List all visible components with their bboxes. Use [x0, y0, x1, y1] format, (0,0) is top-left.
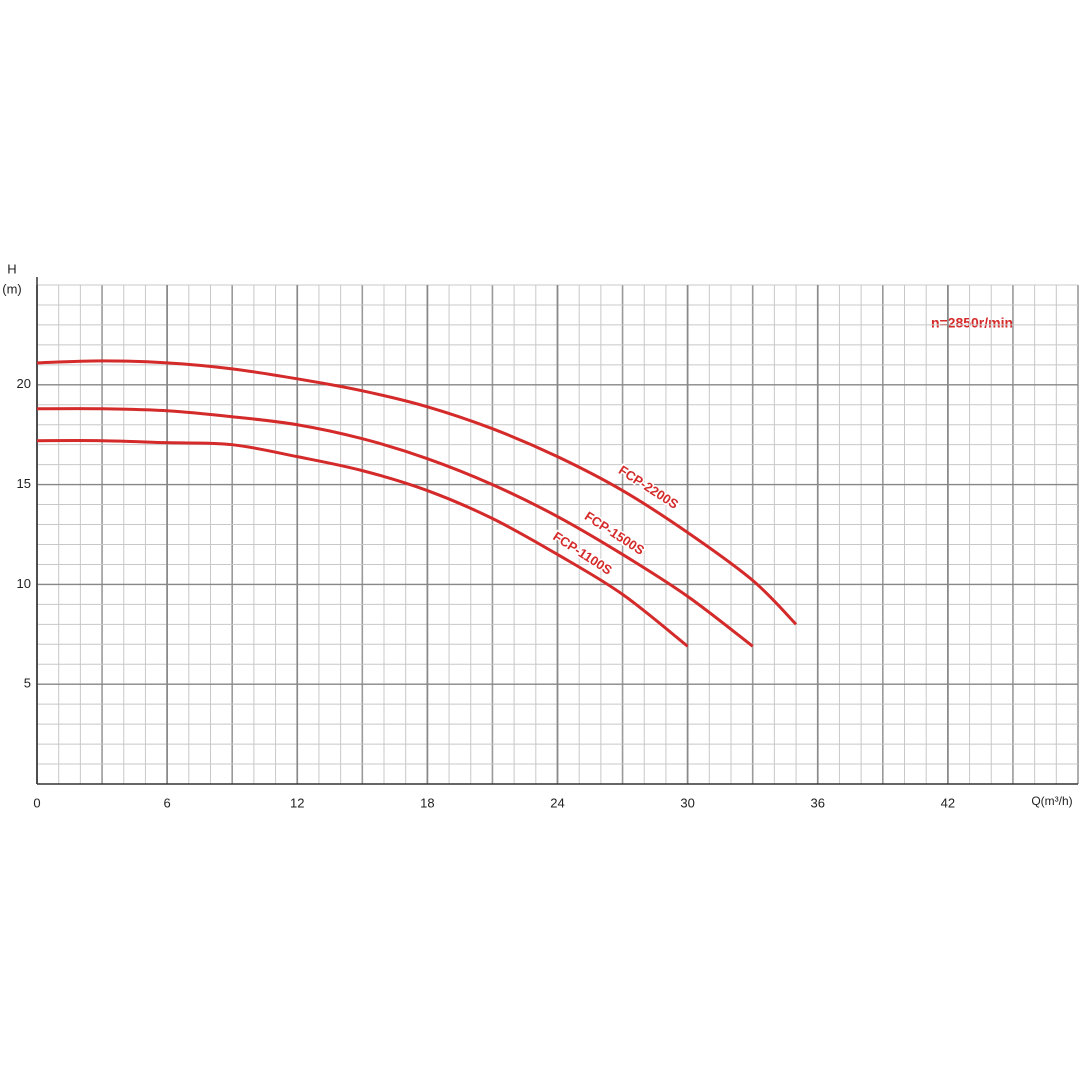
y-tick-label: 10	[17, 576, 31, 591]
curve	[36, 359, 798, 626]
y-axis-label: (m)	[2, 281, 22, 296]
y-tick-label: 15	[17, 476, 31, 491]
x-tick-label: 30	[680, 795, 694, 810]
y-tick-label: 5	[24, 676, 31, 691]
x-tick-label: 12	[290, 795, 304, 810]
curve	[36, 407, 754, 648]
x-tick-label: 0	[33, 795, 40, 810]
y-tick-label: 20	[17, 376, 31, 391]
x-tick-label: 42	[941, 795, 955, 810]
x-tick-label: 6	[164, 795, 171, 810]
x-tick-label: 24	[550, 795, 564, 810]
curve	[36, 439, 689, 648]
x-axis-label: Q(m³/h)	[1031, 794, 1072, 808]
x-tick-label: 36	[811, 795, 825, 810]
annotation: n=2850r/min	[931, 315, 1013, 331]
y-axis-label: H	[7, 261, 16, 276]
x-tick-label: 18	[420, 795, 434, 810]
